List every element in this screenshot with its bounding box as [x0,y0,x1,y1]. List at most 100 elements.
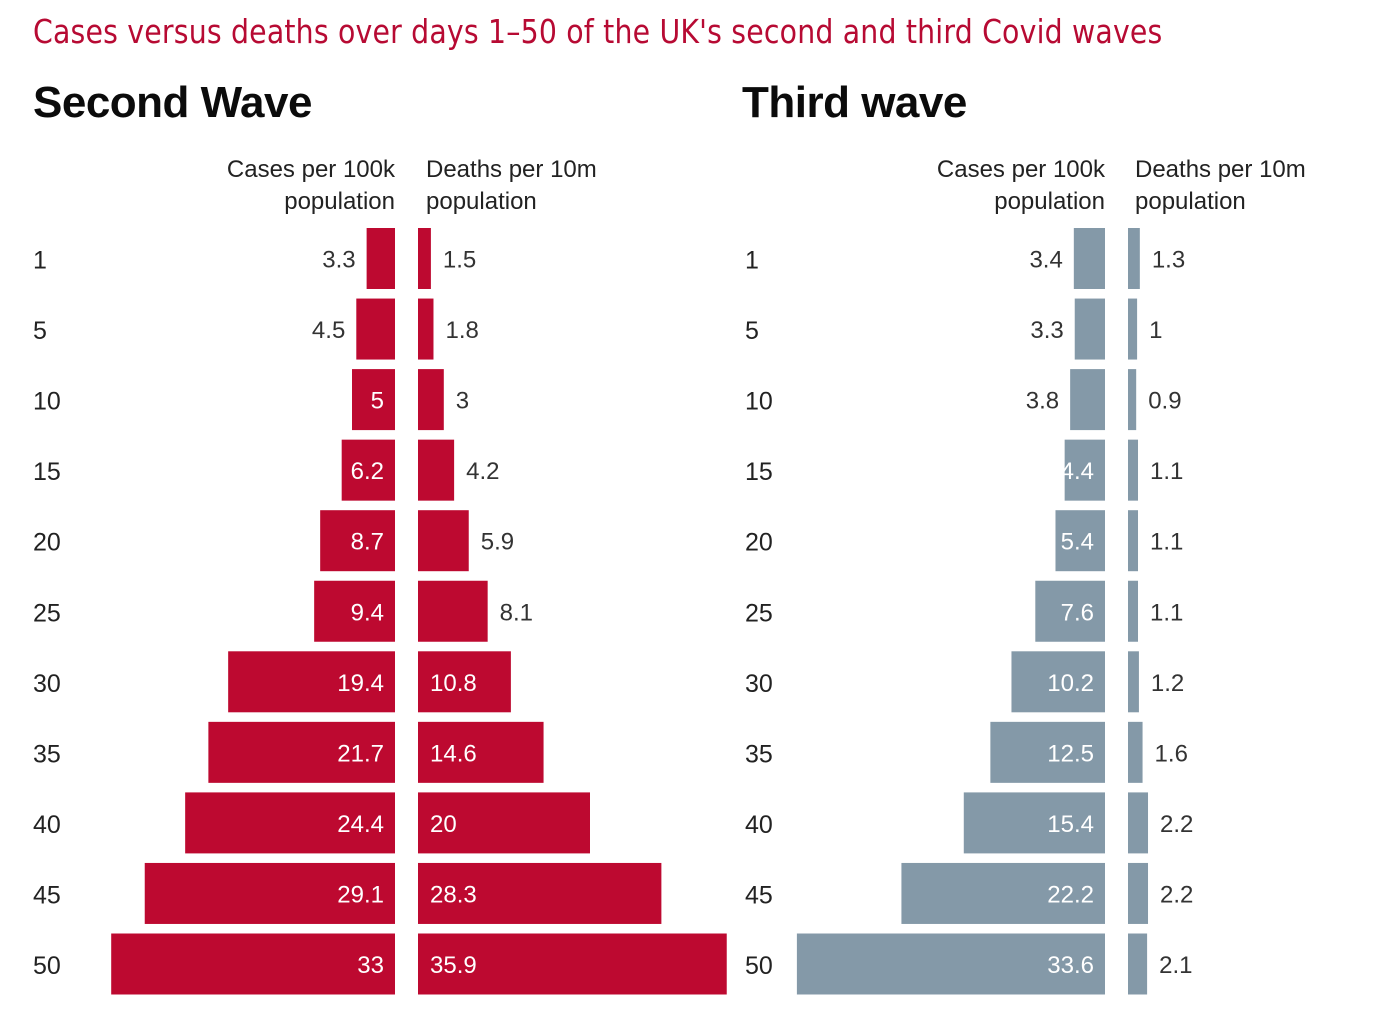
third-wave-day-label: 1 [745,247,759,275]
third-wave-day-label: 40 [745,811,773,839]
third-wave-cases-value-label: 5.4 [1061,529,1094,556]
third-wave-deaths-bar [1128,862,1149,924]
second-wave-deaths-value-label: 1.8 [445,317,478,344]
third-wave-cases-bar [990,721,1105,783]
second-wave-deaths-value-label: 14.6 [430,740,477,767]
third-wave-cases-value-label: 3.4 [1029,247,1062,274]
third-wave-title: Third wave [742,78,967,127]
second-wave-deaths-value-label: 10.8 [430,670,477,697]
second-wave-cases-bar [341,439,395,501]
third-wave-cases-value-label: 10.2 [1047,670,1094,697]
third-wave-cases-value-label: 12.5 [1047,740,1094,767]
third-wave-day-label: 25 [745,599,773,627]
second-wave-deaths-bar [418,580,488,642]
second-wave-cases-value-label: 29.1 [337,881,384,908]
second-wave-deaths-value-label: 1.5 [443,247,476,274]
second-wave-cases-bar [366,228,395,289]
second-wave-deaths-value-label: 8.1 [500,599,533,626]
third-wave-deaths-value-label: 1.6 [1155,740,1188,767]
second-wave-day-label: 50 [33,952,61,980]
third-wave-cases-value-label: 4.4 [1061,458,1094,485]
second-wave-cases-header: Cases per 100k population [226,156,395,215]
second-wave-deaths-bar [418,721,544,783]
second-wave-deaths-value-label: 35.9 [430,952,477,979]
second-wave-day-label: 10 [33,388,61,416]
second-wave-deaths-bar [418,439,455,501]
third-wave-cases-bar [1073,228,1105,289]
third-wave-deaths-value-label: 1.1 [1150,529,1183,556]
second-wave-cases-bar [228,651,395,713]
third-wave-cases-header: Cases per 100k population [936,156,1105,215]
second-wave-deaths-bar [418,651,511,713]
third-wave-deaths-value-label: 1 [1149,317,1162,344]
third-wave-day-label: 15 [745,458,773,486]
second-wave-day-label: 45 [33,881,61,909]
third-wave-cases-bar [1074,298,1105,360]
second-wave-deaths-value-label: 4.2 [466,458,499,485]
second-wave-cases-bar [320,510,395,572]
second-wave-deaths-bar [418,933,727,995]
second-wave-cases-bar [185,792,395,854]
third-wave-deaths-value-label: 1.1 [1150,599,1183,626]
second-wave-cases-bar [314,580,395,642]
third-wave-cases-bar [901,862,1105,924]
third-wave-deaths-bar [1128,792,1149,854]
second-wave-deaths-bar [418,369,444,431]
third-wave-cases-bar [1064,439,1105,501]
second-wave-cases-value-label: 21.7 [337,740,384,767]
third-wave-deaths-bar [1128,298,1138,360]
third-wave-cases-bar [1055,510,1105,572]
third-wave-deaths-bar [1128,651,1139,713]
second-wave-deaths-value-label: 5.9 [481,529,514,556]
third-wave-deaths-bar [1128,580,1139,642]
third-wave-cases-bar [1035,580,1105,642]
third-wave-day-label: 35 [745,740,773,768]
third-wave-day-label: 10 [745,388,773,416]
third-wave-cases-value-label: 33.6 [1047,952,1094,979]
second-wave-deaths-header: Deaths per 10m population [426,156,597,215]
second-wave-cases-value-label: 6.2 [351,458,384,485]
third-wave-deaths-value-label: 2.2 [1160,881,1193,908]
third-wave-cases-value-label: 15.4 [1047,811,1094,838]
third-wave-cases-bar [1011,651,1105,713]
third-wave-deaths-value-label: 2.2 [1160,811,1193,838]
third-wave-day-label: 5 [745,317,759,345]
third-wave-deaths-value-label: 1.3 [1152,247,1185,274]
third-wave-cases-value-label: 3.8 [1026,388,1059,415]
second-wave-deaths-value-label: 20 [430,811,457,838]
chart-title: Cases versus deaths over days 1–50 of th… [33,12,1163,51]
third-wave-cases-bar [963,792,1105,854]
second-wave-cases-value-label: 3.3 [322,247,355,274]
second-wave-cases-value-label: 33 [357,952,384,979]
second-wave-deaths-bar [418,228,431,289]
second-wave-deaths-value-label: 28.3 [430,881,477,908]
second-wave-cases-value-label: 4.5 [312,317,345,344]
second-wave-deaths-value-label: 3 [456,388,469,415]
second-wave-cases-value-label: 24.4 [337,811,384,838]
third-wave-deaths-bar [1128,439,1139,501]
second-wave-deaths-bar [418,792,590,854]
second-wave-deaths-bar [418,862,662,924]
third-wave-day-label: 45 [745,881,773,909]
second-wave-cases-value-label: 5 [371,388,384,415]
second-wave-cases-bar [111,933,395,995]
third-wave-deaths-value-label: 0.9 [1148,388,1181,415]
third-wave-cases-value-label: 7.6 [1061,599,1094,626]
third-wave-day-label: 50 [745,952,773,980]
third-wave-cases-bar [796,933,1105,995]
third-wave-deaths-value-label: 1.2 [1151,670,1184,697]
second-wave-deaths-bar [418,510,469,572]
third-wave-deaths-value-label: 2.1 [1159,952,1192,979]
second-wave-day-label: 35 [33,740,61,768]
third-wave-day-label: 30 [745,670,773,698]
second-wave-day-label: 15 [33,458,61,486]
third-wave-deaths-bar [1128,228,1140,289]
third-wave-day-label: 20 [745,529,773,557]
second-wave-cases-value-label: 9.4 [351,599,384,626]
second-wave-title: Second Wave [33,78,312,127]
second-wave-cases-value-label: 19.4 [337,670,384,697]
third-wave-deaths-bar [1128,369,1137,431]
second-wave-cases-bar [352,369,395,431]
second-wave-cases-bar [356,298,395,360]
